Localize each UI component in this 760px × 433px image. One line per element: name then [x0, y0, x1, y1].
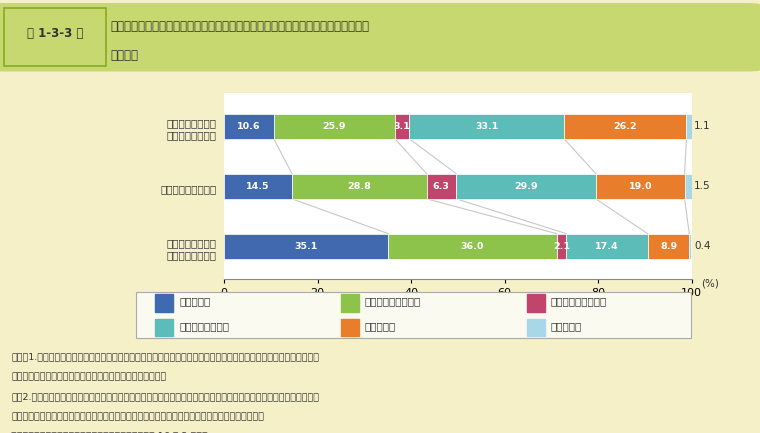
- Text: 2.「小・中学校の頃、理科が好きだった」は「非常に好きだった」と「好きな方だった」を、「小・中学校の頃、: 2.「小・中学校の頃、理科が好きだった」は「非常に好きだった」と「好きな方だった…: [11, 392, 319, 401]
- Text: 25.9: 25.9: [322, 122, 346, 131]
- Text: 26.2: 26.2: [613, 122, 637, 131]
- Bar: [292, 174, 426, 199]
- Text: 第 1-3-3 図: 第 1-3-3 図: [27, 27, 83, 40]
- Text: 1.5: 1.5: [694, 181, 711, 191]
- FancyBboxPatch shape: [0, 3, 760, 71]
- Text: 17.4: 17.4: [595, 242, 619, 251]
- Bar: [224, 113, 274, 139]
- Bar: [224, 234, 388, 259]
- Bar: [426, 174, 456, 199]
- Bar: [156, 319, 173, 336]
- Text: 関心がある: 関心がある: [179, 297, 211, 307]
- Bar: [689, 234, 691, 259]
- Bar: [527, 319, 545, 336]
- Bar: [224, 174, 292, 199]
- Bar: [566, 234, 648, 259]
- Text: 科学技術についてのニュースや話顔への関心と、小中学校のころの理科の好き嫌い: 科学技術についてのニュースや話顔への関心と、小中学校のころの理科の好き嫌い: [110, 19, 369, 32]
- Bar: [156, 294, 173, 311]
- Bar: [394, 113, 410, 139]
- Text: 小・中学校の頃、
理科が嫌いだった: 小・中学校の頃、 理科が嫌いだった: [166, 118, 217, 140]
- Bar: [341, 319, 359, 336]
- Bar: [556, 234, 566, 259]
- Text: 注）　1.小・中学校の頃、理科が好きだったかという問いに対する回答と、科学技術についてのニュースや話顔に関心: 注） 1.小・中学校の頃、理科が好きだったかという問いに対する回答と、科学技術に…: [11, 352, 319, 362]
- Text: 10.6: 10.6: [237, 122, 261, 131]
- Text: との関係: との関係: [110, 49, 138, 62]
- Bar: [686, 113, 692, 139]
- Bar: [685, 174, 692, 199]
- Text: わからない: わからない: [550, 321, 581, 331]
- Text: 2.1: 2.1: [553, 242, 570, 251]
- Bar: [410, 113, 564, 139]
- Bar: [648, 234, 689, 259]
- Bar: [564, 113, 686, 139]
- Text: 小・中学校の頃、
理科が好きだった: 小・中学校の頃、 理科が好きだった: [166, 239, 217, 260]
- FancyBboxPatch shape: [136, 291, 692, 339]
- Text: 29.9: 29.9: [514, 182, 538, 191]
- Bar: [527, 294, 545, 311]
- Text: 3.1: 3.1: [394, 122, 410, 131]
- Text: 資料：内閣府「科学技術と社会に関する世論調査（平成 16 年 2 月）」: 資料：内閣府「科学技術と社会に関する世論調査（平成 16 年 2 月）」: [11, 431, 208, 433]
- Text: 33.1: 33.1: [475, 122, 499, 131]
- Bar: [274, 113, 394, 139]
- Text: 8.9: 8.9: [660, 242, 677, 251]
- Text: (%): (%): [701, 279, 719, 289]
- Text: 35.1: 35.1: [295, 242, 318, 251]
- Text: どちらともいえない: どちらともいえない: [550, 297, 606, 307]
- Text: 36.0: 36.0: [461, 242, 484, 251]
- Text: 28.8: 28.8: [347, 182, 371, 191]
- Bar: [388, 234, 556, 259]
- Text: 1.1: 1.1: [694, 121, 711, 131]
- FancyBboxPatch shape: [4, 8, 106, 66]
- Text: あまり関心がない: あまり関心がない: [179, 321, 229, 331]
- Text: があるかという問いに対する回答のクロス集計結果。: があるかという問いに対する回答のクロス集計結果。: [11, 372, 166, 381]
- Text: どちらともいえない: どちらともいえない: [160, 184, 217, 194]
- Bar: [341, 294, 359, 311]
- Text: 0.4: 0.4: [694, 241, 711, 251]
- Text: 理科が嫌いだった」は「非常に嫌いだった」と「嫌いな方だった」を合わせたものである。: 理科が嫌いだった」は「非常に嫌いだった」と「嫌いな方だった」を合わせたものである…: [11, 412, 264, 421]
- Text: 14.5: 14.5: [246, 182, 270, 191]
- Text: ある程度関心がある: ある程度関心がある: [365, 297, 421, 307]
- Text: 関心がない: 関心がない: [365, 321, 396, 331]
- Text: 6.3: 6.3: [433, 182, 450, 191]
- Bar: [456, 174, 596, 199]
- Bar: [596, 174, 685, 199]
- Text: 19.0: 19.0: [629, 182, 652, 191]
